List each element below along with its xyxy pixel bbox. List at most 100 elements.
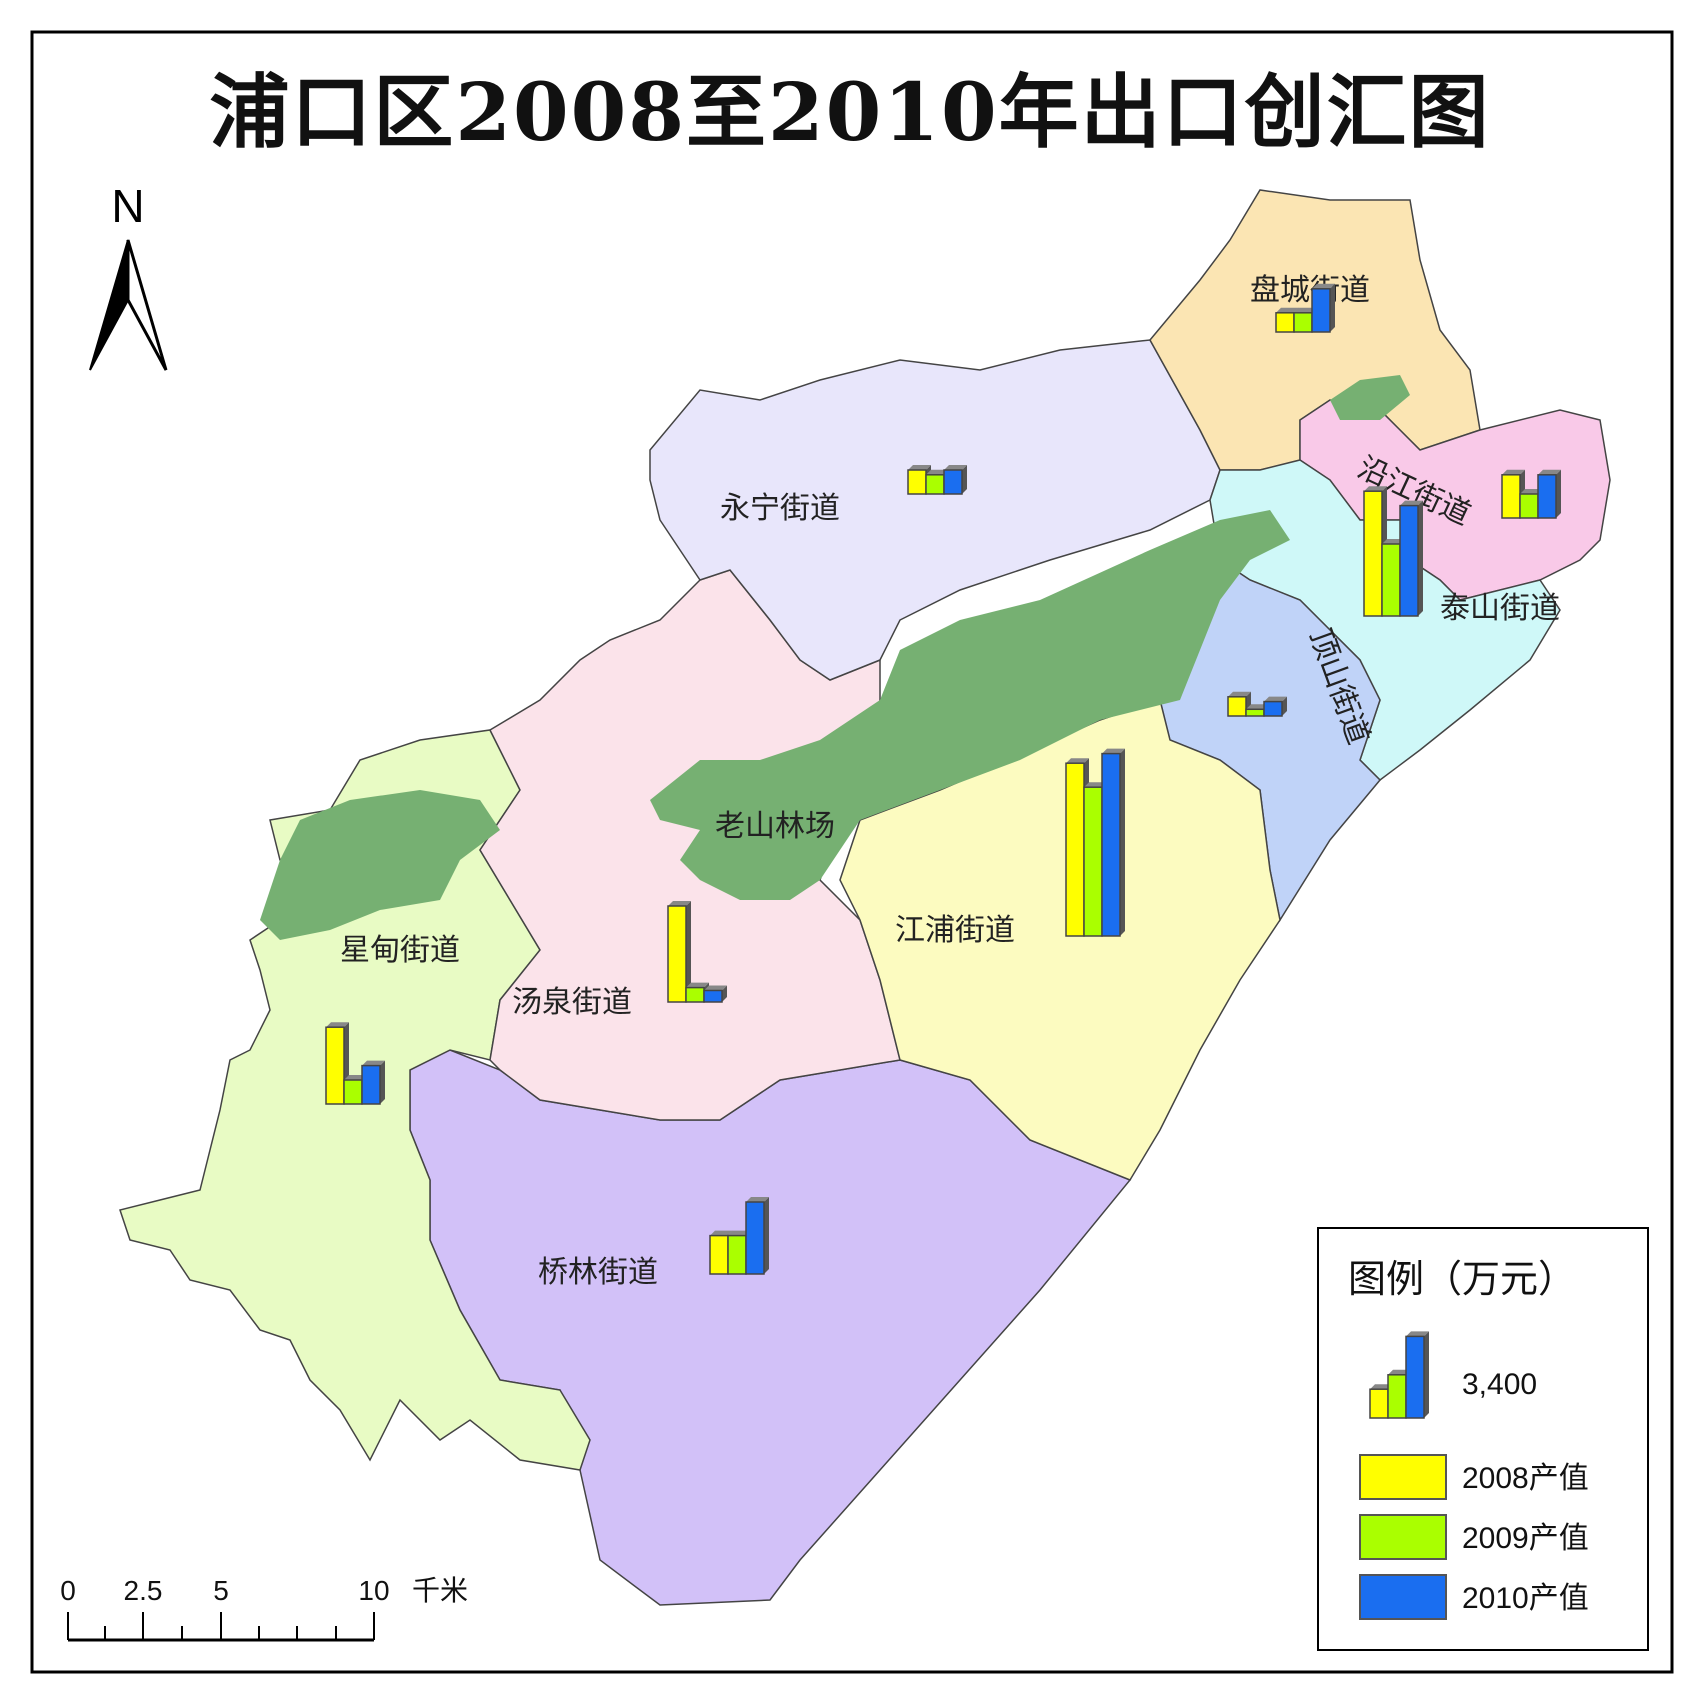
label-tangquan: 汤泉街道 xyxy=(512,985,632,1020)
bar-group-6-bar-top-1 xyxy=(686,982,709,988)
legend-size-bars-bar-side-2 xyxy=(1424,1331,1429,1418)
bar-group-6-bar-side-0 xyxy=(686,901,691,1002)
bar-group-8-bar-1 xyxy=(727,1234,747,1275)
north-arrow-icon: N xyxy=(89,180,168,371)
legend-series-label-0: 2008产值 xyxy=(1462,1462,1589,1495)
bar-group-5[interactable] xyxy=(1065,748,1125,937)
legend-swatch-2 xyxy=(1359,1574,1447,1620)
bar-group-0-bar-top-2 xyxy=(1312,283,1335,289)
panc-forest-patch xyxy=(1330,375,1410,420)
bar-group-8[interactable] xyxy=(709,1197,769,1275)
map-border xyxy=(30,30,1674,1674)
legend: 图例（万元） 3,400 2008产值 2009产值 2010产值 xyxy=(1317,1227,1649,1651)
bar-group-1[interactable] xyxy=(907,465,967,495)
legend-size-bars-bar-2 xyxy=(1405,1335,1425,1419)
bar-group-3-bar-1 xyxy=(1381,543,1401,617)
bar-group-4-bar-2 xyxy=(1263,700,1283,717)
legend-series-list: 2008产值 2009产值 2010产值 xyxy=(1359,1454,1589,1620)
bar-group-5-bar-top-2 xyxy=(1102,748,1125,754)
scale-label-10: 10 xyxy=(358,1575,389,1606)
district-layer xyxy=(119,189,1611,1606)
legend-size-bars-bar-1 xyxy=(1387,1374,1407,1419)
bar-group-0-bar-2 xyxy=(1311,288,1331,333)
bar-group-2-bar-top-2 xyxy=(1538,469,1561,475)
bar-group-7[interactable] xyxy=(325,1022,385,1105)
legend-swatch-0 xyxy=(1359,1454,1447,1500)
label-laoshan: 老山林场 xyxy=(715,809,835,844)
district-qiaolin[interactable] xyxy=(409,1049,1132,1606)
bar-group-7-bar-side-2 xyxy=(380,1060,385,1104)
bar-group-5-bar-top-0 xyxy=(1066,758,1089,764)
bar-group-1-bar-top-2 xyxy=(944,465,967,470)
district-jiangpu[interactable] xyxy=(839,699,1281,1181)
bar-group-3[interactable] xyxy=(1363,486,1423,617)
bar-group-4-bar-top-2 xyxy=(1264,696,1287,702)
district-yongning[interactable] xyxy=(649,339,1221,681)
north-label: N xyxy=(111,180,144,232)
label-panc: 盘城街道 xyxy=(1250,273,1370,308)
bar-group-4-bar-1 xyxy=(1245,708,1265,717)
bar-group-7-bar-top-2 xyxy=(362,1060,385,1066)
bar-group-3-bar-2 xyxy=(1399,504,1419,617)
district-laoshan[interactable] xyxy=(650,510,1290,900)
bar-group-2-bar-2 xyxy=(1537,474,1557,519)
bar-group-0-bar-side-2 xyxy=(1330,283,1335,332)
bar-group-7-bar-0 xyxy=(325,1026,345,1105)
bar-group-7-bar-1 xyxy=(343,1079,363,1105)
bar-group-4-bar-top-0 xyxy=(1228,691,1251,697)
bar-group-8-bar-side-2 xyxy=(764,1197,769,1274)
bar-group-1-bar-0 xyxy=(907,469,927,495)
bar-group-1-bar-side-2 xyxy=(962,465,967,494)
bar-group-7-bar-top-0 xyxy=(326,1022,349,1028)
bar-group-2[interactable] xyxy=(1501,469,1561,519)
bar-group-4[interactable] xyxy=(1227,691,1287,717)
bar-group-2-bar-1 xyxy=(1519,493,1539,519)
bar-group-3-bar-top-2 xyxy=(1400,500,1423,506)
bar-group-1-bar-top-0 xyxy=(908,465,931,470)
label-taishan: 泰山街道 xyxy=(1440,591,1560,626)
bar-group-8-bar-top-2 xyxy=(746,1197,769,1202)
legend-size-bars-bar-0 xyxy=(1369,1388,1389,1419)
scale-bar: 0 2.5 5 10 千米 xyxy=(60,1575,468,1642)
scale-label-5: 5 xyxy=(213,1575,229,1606)
bar-group-0[interactable] xyxy=(1275,283,1335,333)
bar-group-2-bar-top-0 xyxy=(1502,469,1525,475)
bar-group-3-bar-0 xyxy=(1363,490,1383,617)
bar-group-0-bar-0 xyxy=(1275,312,1295,333)
bar-group-6-bar-side-2 xyxy=(722,985,727,1002)
bar-group-5-bar-1 xyxy=(1083,786,1103,937)
legend-size-value: 3,400 xyxy=(1462,1368,1537,1401)
bar-group-4-bar-side-2 xyxy=(1282,696,1287,716)
map-title: 浦口区2008至2010年出口创汇图 xyxy=(209,65,1490,159)
bar-group-5-bar-2 xyxy=(1101,752,1121,937)
legend-series-label-1: 2009产值 xyxy=(1462,1522,1589,1555)
bar-group-0-bar-1 xyxy=(1293,312,1313,333)
bar-group-5-bar-0 xyxy=(1065,762,1085,937)
bar-group-6-bar-0 xyxy=(667,905,687,1003)
legend-series-label-2: 2010产值 xyxy=(1462,1582,1589,1615)
bar-group-0-bar-top-0 xyxy=(1276,307,1299,313)
label-yongning: 永宁街道 xyxy=(720,491,840,526)
legend-size-bars[interactable] xyxy=(1369,1331,1429,1419)
bar-group-6-bar-1 xyxy=(685,986,705,1003)
bar-group-7-bar-2 xyxy=(361,1064,381,1105)
legend-size-bars-bar-top-2 xyxy=(1406,1331,1429,1337)
bar-group-1-bar-1 xyxy=(925,474,945,495)
bar-group-6[interactable] xyxy=(667,901,727,1003)
bar-chart-layer xyxy=(325,283,1561,1275)
scale-ticks xyxy=(67,1612,375,1640)
bar-group-6-bar-top-0 xyxy=(668,901,691,906)
legend-title: 图例（万元） xyxy=(1348,1257,1576,1301)
xingdian-forest-patch xyxy=(260,790,500,940)
bar-group-8-bar-2 xyxy=(745,1201,765,1275)
scale-label-0: 0 xyxy=(60,1575,76,1606)
legend-size-bar-icon xyxy=(1369,1331,1429,1419)
bar-group-6-bar-top-2 xyxy=(704,985,727,991)
north-arrow-left-half xyxy=(89,239,129,371)
bar-group-8-bar-top-0 xyxy=(710,1230,733,1236)
bar-group-1-bar-2 xyxy=(943,469,963,495)
bar-group-3-bar-side-2 xyxy=(1418,500,1423,616)
bar-group-4-bar-0 xyxy=(1227,696,1247,717)
bar-group-2-bar-0 xyxy=(1501,474,1521,519)
